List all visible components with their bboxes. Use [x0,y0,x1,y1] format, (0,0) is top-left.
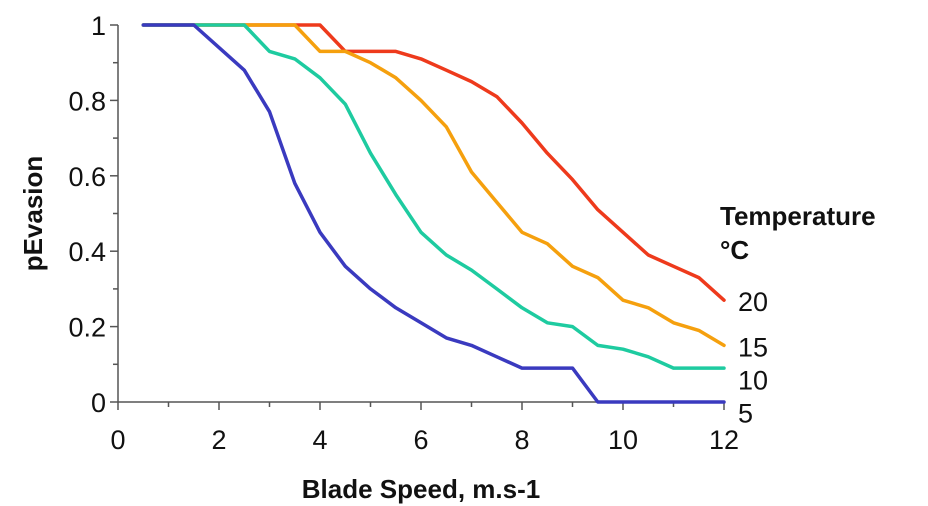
x-tick-label: 2 [211,425,226,455]
y-tick-label: 0.4 [68,237,106,267]
axes [117,25,724,403]
x-tick-label: 0 [110,425,125,455]
series-line-15 [141,23,726,348]
y-axis-ticks: 0 0.2 0.4 0.6 0.8 1 [68,11,118,418]
x-tick-label: 12 [709,425,739,455]
legend-title-unit: °C [720,235,749,265]
x-axis-title: Blade Speed, m.s-1 [302,474,540,504]
legend-label-10: 10 [738,365,768,395]
series-lines [141,23,726,404]
x-tick-label: 8 [514,425,529,455]
y-tick-label: 1 [91,11,106,41]
series-line-10 [141,23,726,370]
y-tick-label: 0 [91,388,106,418]
x-tick-label: 4 [312,425,327,455]
x-tick-label: 6 [413,425,428,455]
x-axis-ticks: 0 2 4 6 8 10 12 [110,402,739,455]
legend-label-15: 15 [738,332,768,362]
series-line-5 [141,23,726,404]
x-tick-label: 10 [608,425,638,455]
series-line-20 [141,23,726,302]
legend-label-20: 20 [738,287,768,317]
legend-title: Temperature [720,201,876,231]
y-axis-title: pEvasion [18,156,48,272]
y-tick-label: 0.2 [68,313,106,343]
y-tick-label: 0.6 [68,162,106,192]
legend-label-5: 5 [738,398,753,428]
y-tick-label: 0.8 [68,86,106,116]
